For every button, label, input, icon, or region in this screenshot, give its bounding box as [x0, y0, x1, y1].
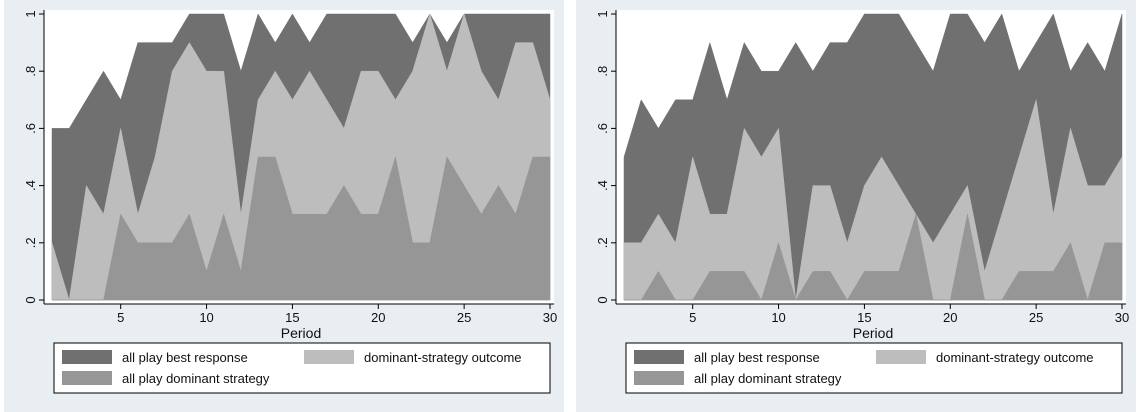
x-axis-title: Period — [281, 325, 321, 341]
legend-label-all-play-best-response: all play best response — [122, 350, 248, 365]
legend-swatch-dominant-strategy-outcome — [304, 350, 354, 364]
y-tick-label: 1 — [595, 10, 610, 17]
x-axis-title: Period — [853, 325, 893, 341]
legend-label-dominant-strategy-outcome: dominant-strategy outcome — [364, 350, 522, 365]
legend-box — [625, 342, 1123, 394]
area-dominant-strategy-outcome — [623, 99, 1123, 301]
y-tick-label: .4 — [595, 180, 610, 191]
legend-swatch-all-play-best-response — [634, 350, 684, 364]
x-tick-label: 30 — [1115, 310, 1129, 325]
y-tick-label: 0 — [595, 296, 610, 303]
y-tick-label: .6 — [23, 123, 38, 134]
x-tick-label: 5 — [689, 310, 696, 325]
y-tick-label: .6 — [595, 123, 610, 134]
legend-swatch-dominant-strategy-outcome — [876, 350, 926, 364]
legend-label-dominant-strategy-outcome: dominant-strategy outcome — [936, 350, 1094, 365]
y-tick-label: .8 — [595, 66, 610, 77]
y-tick-label: .8 — [23, 66, 38, 77]
x-tick-label: 20 — [371, 310, 385, 325]
x-tick-label: 5 — [117, 310, 124, 325]
legend-swatch-all-play-dominant-strategy — [62, 371, 112, 385]
area-all-play-dominant-strategy — [52, 156, 551, 301]
area-dominant-strategy-outcome — [51, 13, 551, 301]
x-tick-label: 15 — [285, 310, 299, 325]
x-tick-label: 30 — [543, 310, 557, 325]
chart-panel-right: 0.2.4.6.8 1 5 10 15 20 25 30 Period all play best… — [576, 0, 1136, 412]
area-all-play-dominant-strategy — [624, 214, 1123, 301]
x-tick-label: 25 — [457, 310, 471, 325]
x-tick-label: 20 — [943, 310, 957, 325]
y-tick-label: .2 — [23, 237, 38, 248]
y-tick-label: 1 — [23, 10, 38, 17]
y-tick-label: 0 — [23, 296, 38, 303]
y-tick-label: .4 — [23, 180, 38, 191]
legend-swatch-all-play-dominant-strategy — [634, 371, 684, 385]
x-tick-label: 15 — [857, 310, 871, 325]
x-tick-label: 10 — [771, 310, 785, 325]
legend-label-all-play-dominant-strategy: all play dominant strategy — [694, 371, 842, 386]
y-tick-label: .2 — [595, 237, 610, 248]
chart-panel-left: 0.2.4.6.8 1 5 10 15 20 25 30 Period all play best… — [4, 0, 564, 412]
legend-box — [53, 342, 551, 394]
x-tick-label: 10 — [199, 310, 213, 325]
legend-label-all-play-best-response: all play best response — [694, 350, 820, 365]
legend-swatch-all-play-best-response — [62, 350, 112, 364]
legend-label-all-play-dominant-strategy: all play dominant strategy — [122, 371, 270, 386]
x-tick-label: 25 — [1029, 310, 1043, 325]
